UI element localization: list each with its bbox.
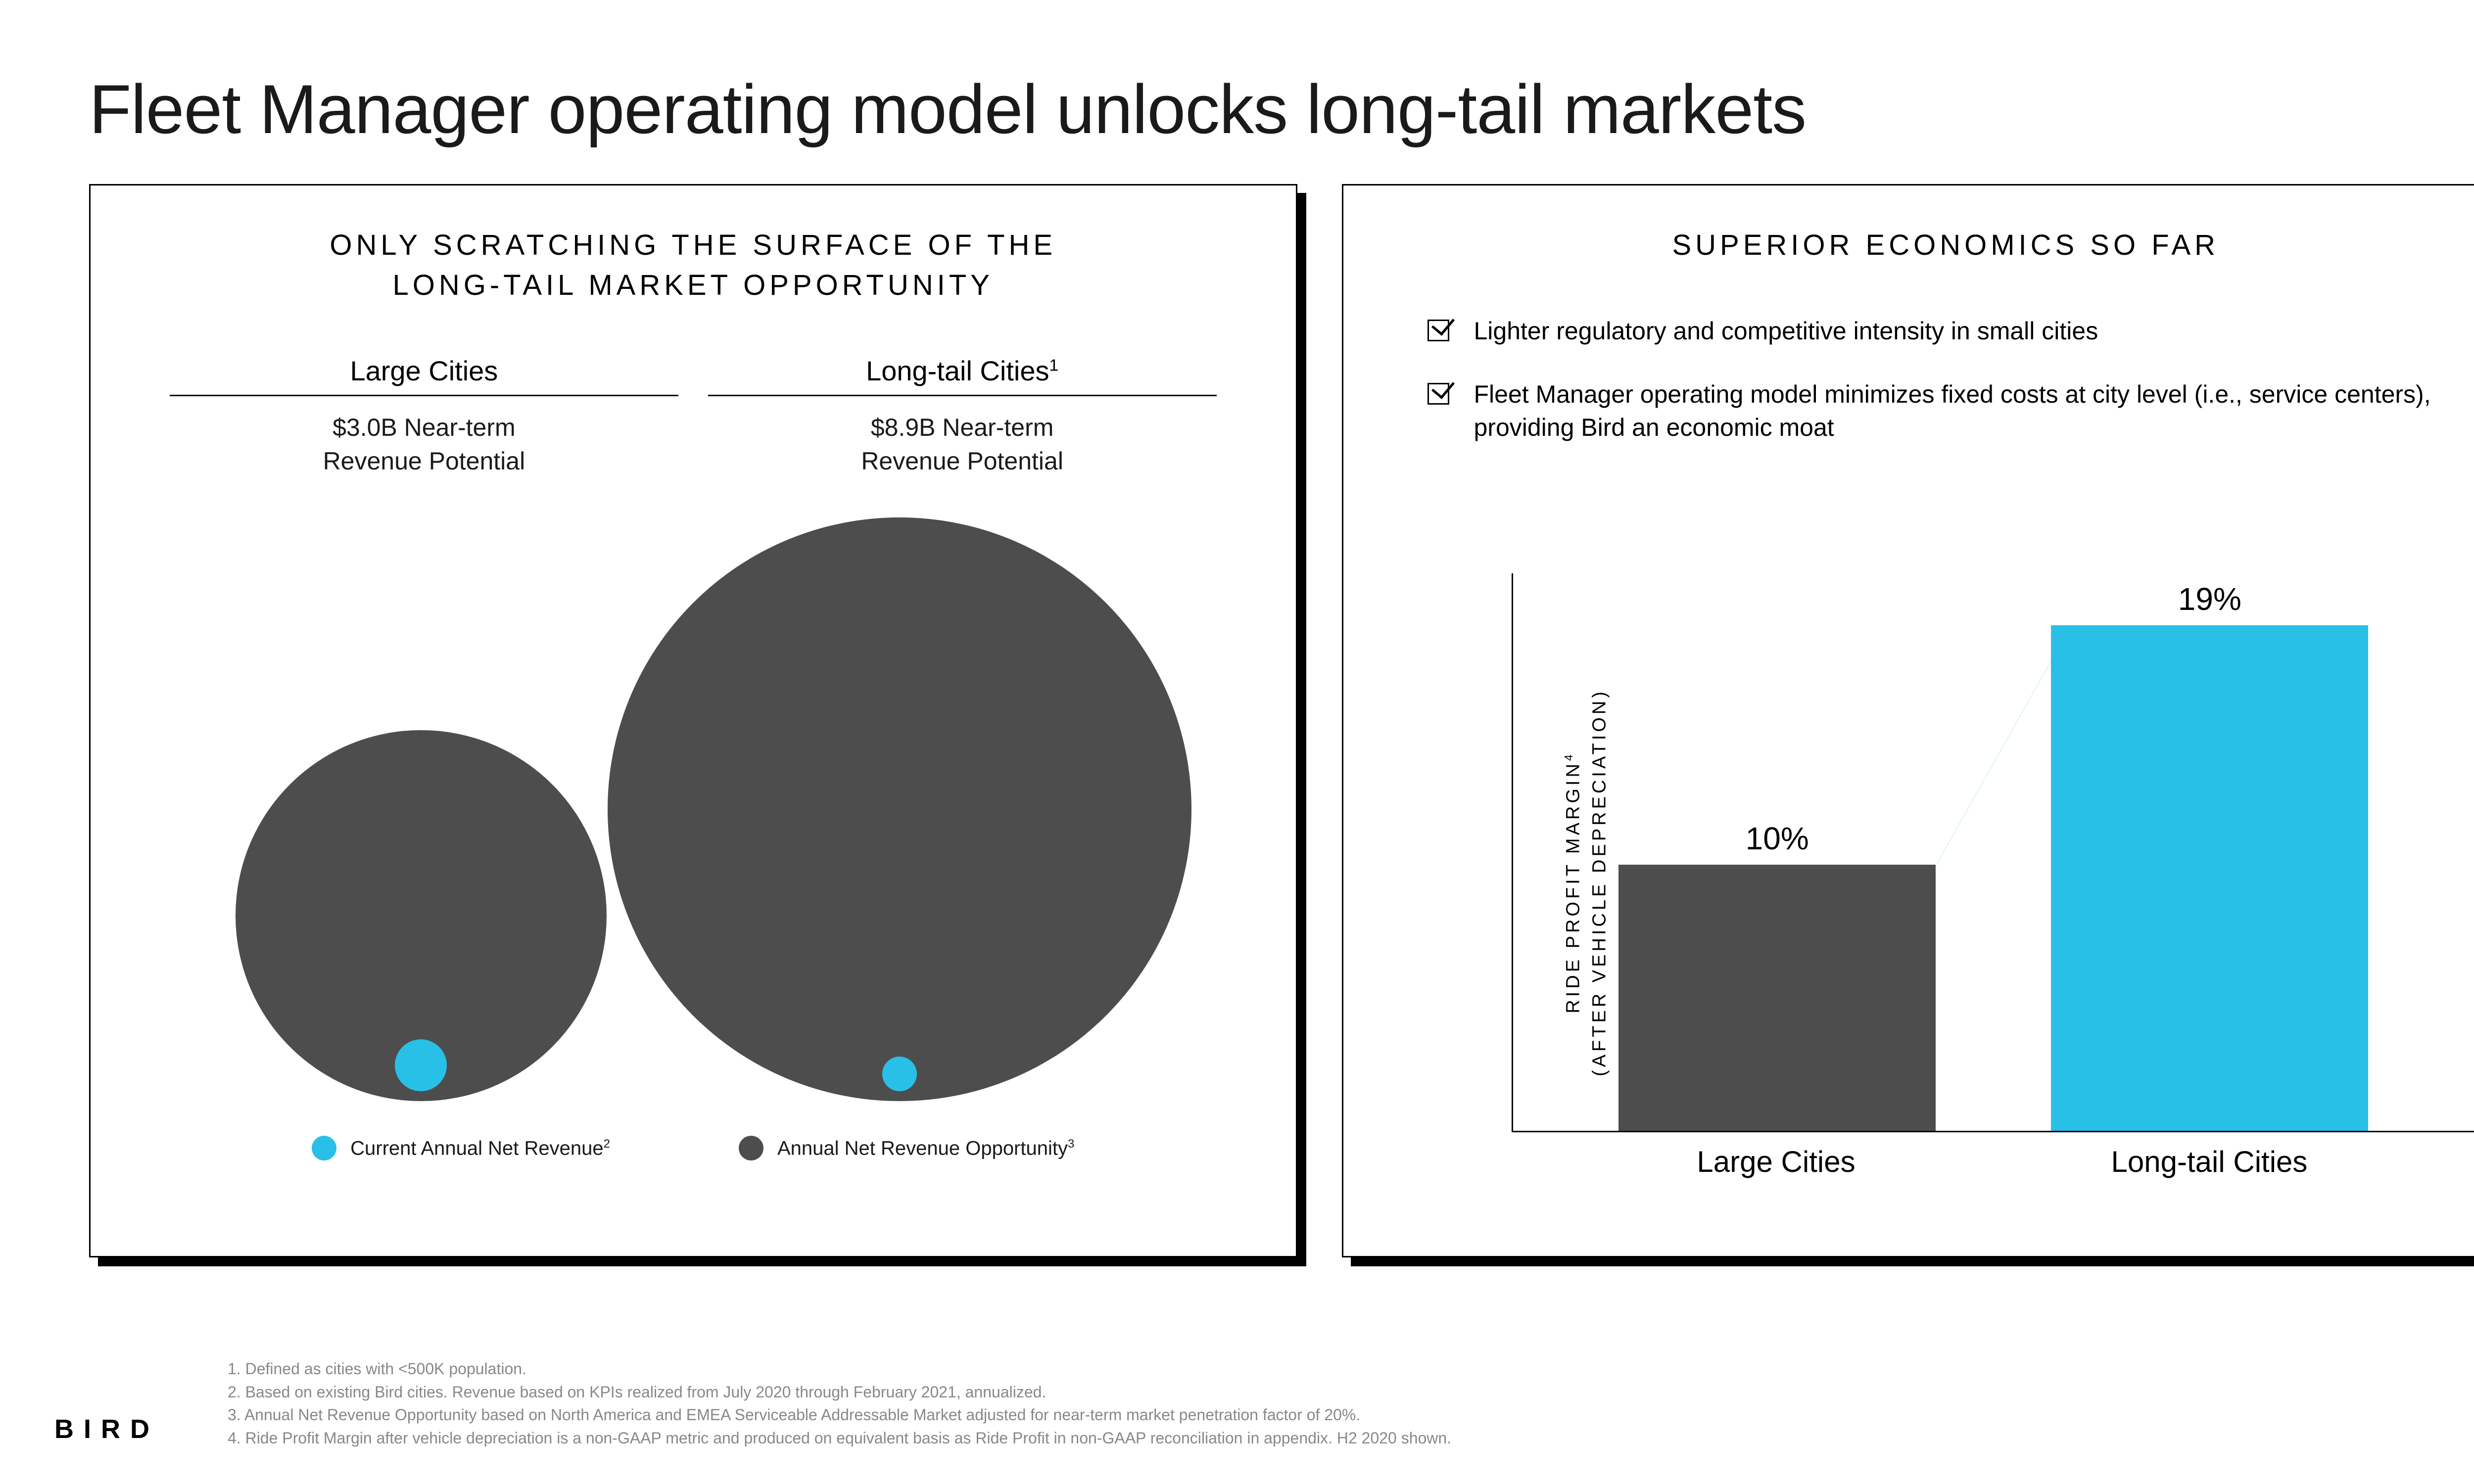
- left-panel-title: ONLY SCRATCHING THE SURFACE OF THE LONG-…: [91, 225, 1296, 305]
- legend-dot-opportunity: [739, 1136, 763, 1160]
- x-axis-label: Large Cities: [1618, 1145, 1935, 1179]
- col-sub-large: $3.0B Near-term Revenue Potential: [155, 411, 693, 478]
- bullets: Lighter regulatory and competitive inten…: [1427, 315, 2465, 445]
- check-icon: [1427, 320, 1449, 341]
- left-panel: ONLY SCRATCHING THE SURFACE OF THE LONG-…: [89, 184, 1297, 1257]
- bar: 10%: [1618, 865, 1936, 1131]
- plot-area: 10% 19%: [1512, 573, 2474, 1132]
- bullet-2: Fleet Manager operating model minimizes …: [1427, 378, 2465, 445]
- left-title-line1: ONLY SCRATCHING THE SURFACE OF THE: [330, 229, 1056, 261]
- check-icon: [1427, 383, 1449, 405]
- footnotes: 1. Defined as cities with <500K populati…: [228, 1357, 2474, 1449]
- bar: 19%: [2051, 625, 2368, 1131]
- bullet-text-1: Lighter regulatory and competitive inten…: [1474, 315, 2098, 348]
- footnote-4: 4. Ride Profit Margin after vehicle depr…: [228, 1427, 2474, 1449]
- panels-row: ONLY SCRATCHING THE SURFACE OF THE LONG-…: [89, 184, 2474, 1257]
- columns: Large Cities $3.0B Near-term Revenue Pot…: [91, 355, 1296, 478]
- x-labels: Large Cities Long-tail Cities: [1512, 1132, 2474, 1192]
- left-title-line2: LONG-TAIL MARKET OPPORTUNITY: [393, 269, 994, 301]
- col-longtail-cities: Long-tail Cities1 $8.9B Near-term Revenu…: [693, 355, 1232, 478]
- legend-text-opportunity: Annual Net Revenue Opportunity3: [777, 1137, 1074, 1159]
- current-circle: [882, 1057, 917, 1091]
- col-head-longtail: Long-tail Cities1: [708, 355, 1217, 396]
- right-panel: SUPERIOR ECONOMICS SO FAR Lighter regula…: [1342, 184, 2474, 1257]
- footnote-2: 2. Based on existing Bird cities. Revenu…: [228, 1381, 2474, 1403]
- legend-current: Current Annual Net Revenue2: [312, 1136, 610, 1160]
- legend: Current Annual Net Revenue2 Annual Net R…: [91, 1136, 1296, 1160]
- brand-logo: BIRD: [54, 1414, 159, 1444]
- page-title: Fleet Manager operating model unlocks lo…: [89, 69, 2474, 149]
- footnote-1: 1. Defined as cities with <500K populati…: [228, 1357, 2474, 1380]
- legend-opportunity: Annual Net Revenue Opportunity3: [739, 1136, 1074, 1160]
- bar-value-label: 19%: [2051, 581, 2368, 617]
- x-axis-label: Long-tail Cities: [2050, 1145, 2368, 1179]
- bubble-chart: [155, 478, 1232, 1131]
- right-panel-title: SUPERIOR ECONOMICS SO FAR: [1343, 225, 2474, 265]
- bullet-text-2: Fleet Manager operating model minimizes …: [1474, 378, 2465, 445]
- bullet-1: Lighter regulatory and competitive inten…: [1427, 315, 2465, 348]
- col-sub-longtail: $8.9B Near-term Revenue Potential: [693, 411, 1232, 478]
- col-head-large: Large Cities: [170, 355, 678, 396]
- bar-chart: RIDE PROFIT MARGIN4 (AFTER VEHICLE DEPRE…: [1472, 573, 2474, 1192]
- legend-text-current: Current Annual Net Revenue2: [350, 1137, 610, 1159]
- opportunity-circle: [608, 517, 1191, 1101]
- col-large-cities: Large Cities $3.0B Near-term Revenue Pot…: [155, 355, 693, 478]
- current-circle: [395, 1039, 447, 1091]
- slide: Fleet Manager operating model unlocks lo…: [0, 0, 2474, 1484]
- legend-dot-current: [312, 1136, 336, 1160]
- footnote-3: 3. Annual Net Revenue Opportunity based …: [228, 1403, 2474, 1426]
- bar-value-label: 10%: [1618, 820, 1936, 857]
